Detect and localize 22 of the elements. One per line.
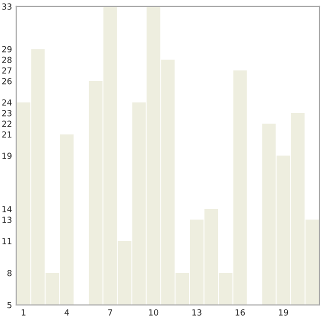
x-tick-label: 10 <box>149 309 158 316</box>
y-tick-label: 5 <box>7 302 12 308</box>
y-tick-label: 14 <box>2 206 12 212</box>
y-tick-label: 23 <box>2 110 12 116</box>
y-tick-label: 29 <box>2 46 12 52</box>
y-tick-label: 24 <box>2 99 12 106</box>
y-tick-label: 26 <box>2 78 12 84</box>
y-tick-label: 11 <box>2 238 12 244</box>
x-tick-label: 4 <box>64 309 70 316</box>
y-tick-label: 8 <box>7 270 12 276</box>
x-tick-label: 1 <box>22 309 26 316</box>
y-tick-label: 19 <box>2 152 12 159</box>
y-tick-label: 22 <box>2 120 12 127</box>
x-tick-label: 13 <box>192 309 202 316</box>
y-tick-label: 28 <box>2 56 12 64</box>
x-tick-label: 19 <box>279 309 288 316</box>
y-tick-label: 27 <box>2 67 12 74</box>
y-tick-label: 21 <box>2 131 12 138</box>
x-tick-label: 7 <box>108 309 112 316</box>
x-tick-label: 16 <box>236 309 245 316</box>
y-tick-label: 13 <box>2 216 12 223</box>
y-tick-label: 33 <box>2 3 12 10</box>
